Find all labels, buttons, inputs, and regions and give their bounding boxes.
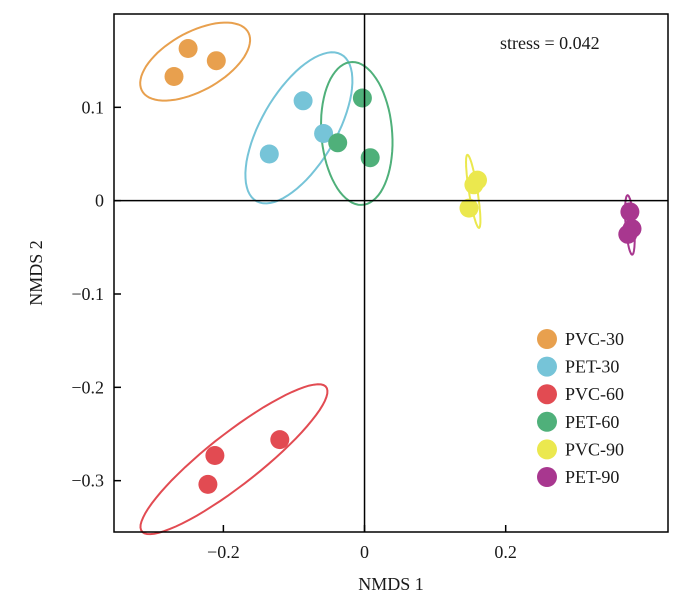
point-pvc-90-1: [459, 198, 479, 218]
plot-frame: [113, 13, 669, 533]
point-pet-90-3: [618, 224, 638, 244]
y-tick-label: 0.1: [82, 97, 105, 117]
point-pet-60-2: [352, 88, 372, 108]
point-pet-30-1: [259, 144, 279, 164]
point-pvc-60-3: [270, 430, 290, 450]
point-pvc-30-3: [206, 51, 226, 71]
x-axis-title: NMDS 1: [358, 574, 424, 594]
x-tick-label: 0: [360, 542, 369, 562]
axes-layer: −0.2 0 0.2 0.1 0 −0.1 −0.2 −0.3 NMDS 1 NMDS 2 stre…: [26, 13, 669, 594]
stress-annotation: stress = 0.042: [500, 33, 600, 53]
y-tick-label: −0.1: [71, 284, 104, 304]
legend-marker-pvc-60: [537, 384, 557, 405]
legend-marker-pvc-30: [537, 329, 557, 349]
point-pet-30-3: [314, 124, 334, 143]
point-pvc-90-3: [468, 170, 487, 190]
legend-label-pvc-90: PVC-90: [565, 439, 624, 459]
point-pet-60-3: [360, 148, 380, 168]
x-tick-label: 0.2: [494, 542, 517, 562]
legend-label-pet-60: PET-60: [565, 412, 619, 432]
point-pet-60-1: [328, 133, 348, 153]
x-tick-label: −0.2: [207, 542, 240, 562]
legend-marker-pet-90: [537, 467, 557, 487]
legend-marker-pet-60: [537, 411, 557, 432]
legend-label-pvc-60: PVC-60: [565, 384, 624, 404]
y-tick-label: −0.2: [71, 377, 104, 397]
legend-label-pet-90: PET-90: [565, 467, 619, 487]
legend-label-pvc-30: PVC-30: [565, 329, 624, 349]
point-pvc-30-1: [164, 67, 184, 86]
point-pet-30-2: [293, 91, 313, 111]
point-layer: [164, 39, 642, 494]
legend: PVC-30 PET-30 PVC-60 PET-60 PVC-90 PET-90: [537, 329, 624, 487]
y-tick-label: −0.3: [71, 471, 104, 491]
legend-label-pet-30: PET-30: [565, 357, 619, 377]
y-axis-title: NMDS 2: [26, 240, 46, 306]
ellipse-pet-30: [244, 51, 354, 205]
legend-marker-pvc-90: [537, 439, 557, 460]
point-pvc-60-2: [205, 446, 225, 465]
ellipse-pvc-30: [139, 21, 252, 102]
y-tick-label: 0: [95, 191, 104, 211]
point-pet-90-1: [620, 202, 640, 222]
point-pvc-60-1: [198, 474, 218, 494]
legend-marker-pet-30: [537, 356, 557, 377]
ellipse-pvc-60: [139, 383, 329, 536]
point-pvc-30-2: [178, 39, 198, 58]
